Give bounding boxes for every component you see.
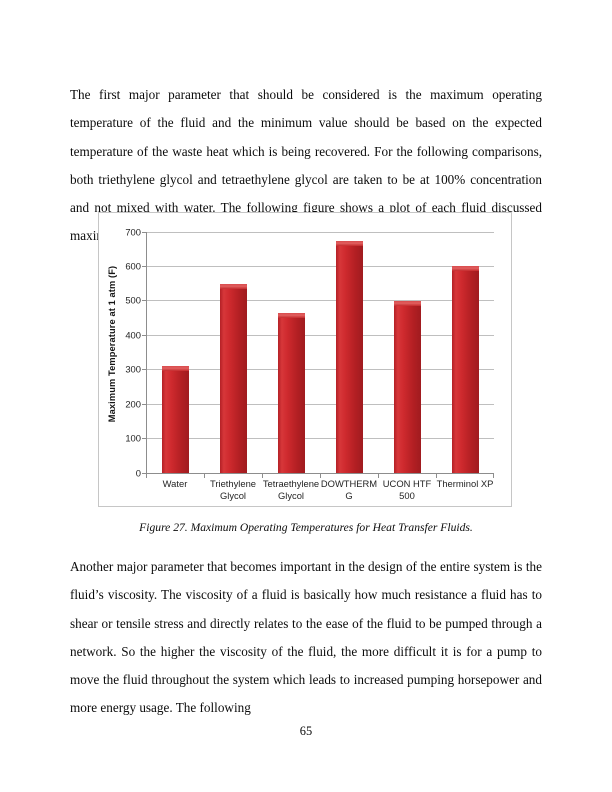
x-axis-label: Triethylene Glycol: [204, 478, 262, 503]
bar-highlight: [219, 283, 247, 289]
y-tick-label: 0: [135, 467, 141, 478]
x-tick-mark: [320, 473, 321, 478]
bar-highlight: [393, 300, 421, 306]
bar-highlight: [451, 266, 479, 272]
plot-area: 0 100 200 300 400 500 600 700: [125, 226, 494, 478]
bar-highlight: [277, 312, 305, 318]
y-axis-title: Maximum Temperature at 1 atm (F): [107, 265, 117, 423]
bar: [219, 283, 247, 473]
y-tick-mark: [142, 369, 146, 371]
x-axis-label-line: Therminol XP: [436, 478, 494, 489]
x-axis-label-line: 500: [399, 490, 415, 502]
y-tick-label: 400: [125, 329, 141, 341]
y-tick-label: 100: [125, 432, 141, 444]
x-tick-mark: [436, 473, 437, 478]
bar-highlight: [335, 240, 363, 246]
y-tick-mark: [142, 403, 146, 405]
x-axis-label-line: Tetraethylene: [262, 478, 320, 489]
gridline: 500: [125, 295, 494, 306]
x-axis-label-line: G: [345, 490, 353, 502]
x-tick-mark: [146, 473, 147, 478]
x-axis-label: Tetraethylene Glycol: [262, 478, 320, 503]
y-tick-mark: [142, 231, 146, 233]
figure-caption: Figure 27. Maximum Operating Temperature…: [139, 521, 473, 534]
x-tick-mark: [262, 473, 263, 478]
x-tick-mark: [378, 473, 379, 478]
bar: [161, 366, 189, 473]
bar: [451, 266, 479, 473]
gridline: 200: [125, 398, 494, 409]
body-paragraph-top: The first major parameter that should be…: [70, 87, 542, 244]
bar: [277, 312, 305, 473]
gridline: 400: [125, 329, 494, 340]
x-tick-mark: [493, 473, 494, 478]
x-axis-label-line: Water: [162, 478, 188, 489]
gridline: 100: [125, 433, 494, 444]
x-axis-label: Water: [146, 478, 204, 490]
x-axis-labels: Water Triethylene Glycol Tetraethylene Glyco…: [146, 478, 494, 508]
x-axis-label-line: UCON HTF: [382, 478, 432, 489]
x-axis-label: UCON HTF 500: [378, 478, 436, 503]
x-tick-mark: [204, 473, 205, 478]
y-tick-mark: [142, 438, 146, 440]
y-tick-mark: [142, 300, 146, 302]
gridline: 300: [125, 364, 494, 375]
y-tick-label: 600: [125, 260, 141, 272]
bar: [393, 300, 421, 473]
y-tick-label: 300: [125, 363, 141, 375]
y-tick-mark: [142, 334, 146, 336]
gridline: 600: [125, 260, 494, 271]
y-tick-mark: [142, 265, 146, 267]
y-tick-mark: [142, 472, 146, 474]
y-axis-line: [146, 232, 147, 473]
x-axis-label-line: Triethylene: [209, 478, 257, 489]
body-paragraph-bottom: Another major parameter that becomes imp…: [70, 559, 542, 716]
x-axis-label-line: Glycol: [219, 490, 247, 502]
x-axis-label: Therminol XP: [436, 478, 494, 490]
x-axis-label: DOWTHERM G: [320, 478, 378, 503]
x-axis-label-line: DOWTHERM: [320, 478, 378, 489]
bar: [335, 240, 363, 473]
y-tick-label: 700: [125, 226, 141, 237]
x-axis-ticks: [146, 473, 494, 479]
y-tick-label: 500: [125, 294, 141, 306]
figure-27: Maximum Temperature at 1 atm (F) 0 100 200…: [98, 212, 512, 507]
bar-series: [146, 232, 494, 473]
page-number: 65: [299, 724, 313, 738]
gridline: 700: [125, 226, 494, 237]
bar-highlight: [161, 366, 189, 372]
y-tick-label: 200: [125, 398, 141, 410]
x-axis-label-line: Glycol: [277, 490, 305, 502]
